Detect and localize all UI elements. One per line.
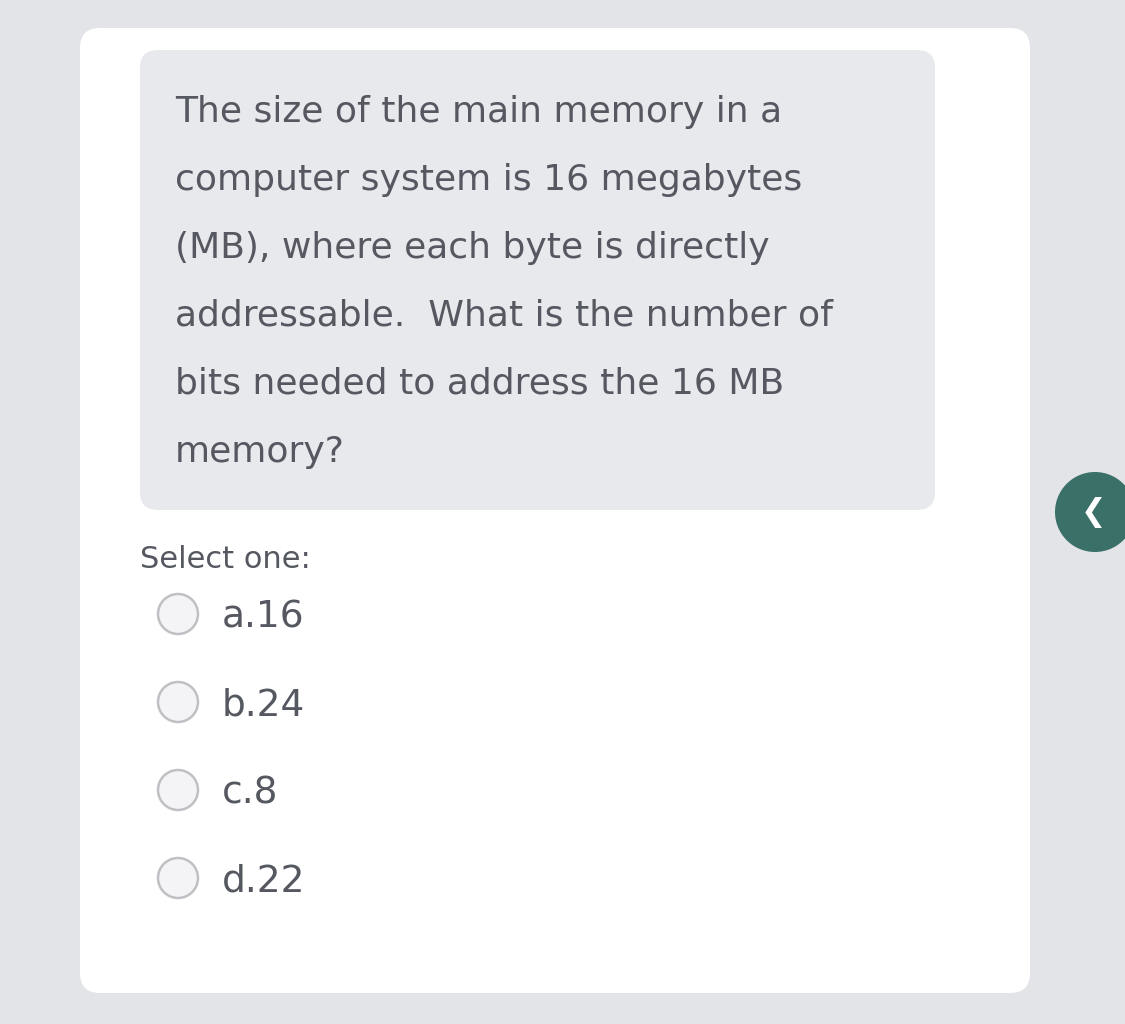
Text: bits needed to address the 16 MB: bits needed to address the 16 MB	[176, 367, 784, 401]
Text: The size of the main memory in a: The size of the main memory in a	[176, 95, 782, 129]
Text: Select one:: Select one:	[140, 545, 310, 574]
Text: d.22: d.22	[222, 864, 306, 900]
Text: b.24: b.24	[222, 688, 305, 724]
FancyBboxPatch shape	[80, 28, 1030, 993]
Text: c.8: c.8	[222, 776, 279, 812]
Circle shape	[1055, 472, 1125, 552]
Text: ❮: ❮	[1080, 497, 1106, 527]
Text: a.16: a.16	[222, 600, 305, 636]
Text: addressable.  What is the number of: addressable. What is the number of	[176, 299, 832, 333]
Circle shape	[158, 682, 198, 722]
Circle shape	[158, 594, 198, 634]
Text: (MB), where each byte is directly: (MB), where each byte is directly	[176, 231, 770, 265]
Circle shape	[158, 858, 198, 898]
FancyBboxPatch shape	[140, 50, 935, 510]
Text: memory?: memory?	[176, 435, 345, 469]
Circle shape	[158, 770, 198, 810]
Text: computer system is 16 megabytes: computer system is 16 megabytes	[176, 163, 802, 197]
